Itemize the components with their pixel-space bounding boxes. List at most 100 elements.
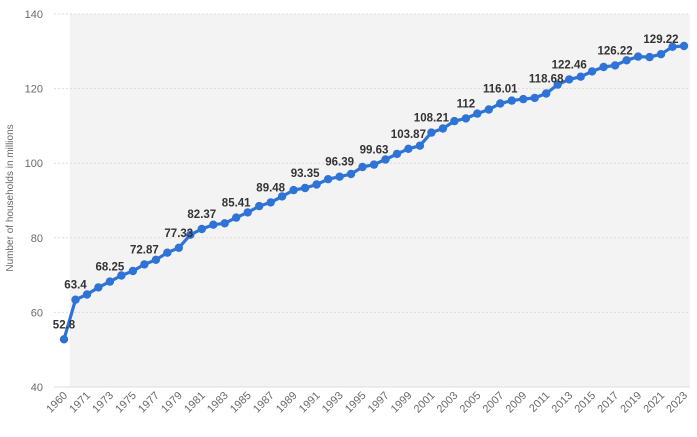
data-point: [255, 201, 264, 211]
data-point: [369, 160, 379, 169]
y-tick-label: 100: [25, 158, 43, 170]
grid-band: [529, 14, 552, 387]
data-label: 82.37: [187, 209, 216, 221]
x-axis-ticks: 1960197119731975197719791981198319851987…: [44, 390, 690, 416]
grid-band: [161, 14, 185, 387]
grid-band: [643, 14, 667, 387]
data-point: [312, 180, 321, 189]
data-point: [622, 56, 631, 65]
x-tick-label: 1981: [182, 390, 208, 416]
data-label: 122.46: [552, 59, 587, 71]
x-tick-label: 1985: [228, 390, 254, 416]
data-point: [542, 89, 551, 98]
data-point: [323, 175, 333, 184]
data-label: 99.63: [360, 145, 389, 157]
x-tick-label: 1960: [44, 390, 70, 416]
grid-band: [666, 14, 690, 387]
data-point: [656, 50, 666, 59]
data-point: [232, 213, 241, 222]
data-point: [565, 75, 574, 84]
data-label: 103.87: [391, 129, 426, 141]
grid-band: [207, 14, 231, 387]
x-tick-label: 2003: [435, 390, 461, 416]
grid-band: [414, 14, 438, 387]
x-tick-label: 1983: [205, 390, 231, 416]
data-point: [346, 169, 356, 179]
x-tick-label: 1987: [251, 390, 277, 416]
gridlines: [54, 13, 690, 388]
data-point: [496, 99, 505, 108]
x-tick-label: 2005: [458, 390, 484, 416]
x-tick-label: 2017: [595, 390, 621, 416]
data-point: [668, 42, 677, 51]
grid-band: [552, 14, 575, 387]
data-label: 118.68: [529, 74, 564, 86]
x-tick-label: 2007: [481, 390, 507, 416]
x-tick-label: 1977: [136, 390, 162, 416]
data-point: [599, 62, 608, 72]
grid-band: [276, 14, 300, 387]
data-point: [174, 243, 183, 252]
data-point: [576, 72, 585, 81]
data-point: [197, 224, 206, 234]
data-point: [289, 185, 298, 195]
data-point: [645, 52, 654, 62]
x-tick-label: 2021: [641, 390, 667, 416]
data-label: 89.48: [256, 182, 285, 194]
x-tick-label: 1973: [90, 390, 116, 416]
data-point: [59, 335, 69, 344]
x-tick-label: 2013: [550, 390, 576, 416]
x-tick-label: 2023: [664, 390, 690, 416]
data-point: [277, 192, 287, 201]
data-points: [59, 41, 689, 344]
grid-band: [483, 14, 507, 387]
data-point: [105, 277, 115, 286]
data-label: 52.8: [53, 319, 76, 331]
data-point: [220, 219, 229, 228]
data-point: [461, 114, 471, 123]
grid-band: [574, 14, 598, 387]
x-tick-label: 1997: [366, 390, 392, 416]
data-point: [358, 162, 367, 172]
data-point: [243, 208, 252, 217]
data-point: [117, 271, 126, 280]
data-point: [610, 61, 620, 70]
data-point: [450, 116, 459, 126]
grid-band: [115, 14, 139, 387]
data-point: [94, 283, 103, 292]
y-tick-label: 40: [31, 382, 43, 394]
x-tick-label: 1989: [274, 390, 300, 416]
x-tick-label: 2001: [412, 390, 438, 416]
data-point: [140, 260, 149, 269]
data-label: 72.87: [130, 244, 159, 256]
y-axis-ticks: 40 60 80 100 120 140: [25, 9, 43, 394]
x-tick-label: 1975: [113, 390, 139, 416]
grid-band: [230, 14, 254, 387]
data-point: [530, 93, 539, 103]
data-point: [507, 96, 516, 105]
data-point: [484, 105, 493, 114]
x-tick-label: 1979: [159, 390, 185, 416]
x-tick-label: 2015: [572, 390, 598, 416]
data-point: [266, 198, 275, 207]
data-label: 116.01: [483, 84, 518, 96]
grid-band: [253, 14, 277, 387]
data-point: [404, 144, 413, 153]
data-label: 77.33: [164, 228, 193, 240]
data-point: [163, 248, 172, 257]
x-tick-label: 1991: [297, 390, 323, 416]
grid-band: [391, 14, 415, 387]
data-point: [473, 109, 482, 118]
data-label: 85.41: [222, 198, 251, 210]
y-tick-label: 80: [31, 233, 43, 245]
data-point: [186, 230, 195, 239]
data-label: 129.22: [643, 34, 678, 46]
grid-band: [460, 14, 484, 387]
data-point: [427, 128, 436, 137]
x-tick-label: 2019: [618, 390, 644, 416]
x-tick-label: 1999: [389, 390, 415, 416]
grid-band: [345, 14, 369, 387]
data-point: [392, 149, 402, 159]
grid-band: [322, 14, 346, 387]
